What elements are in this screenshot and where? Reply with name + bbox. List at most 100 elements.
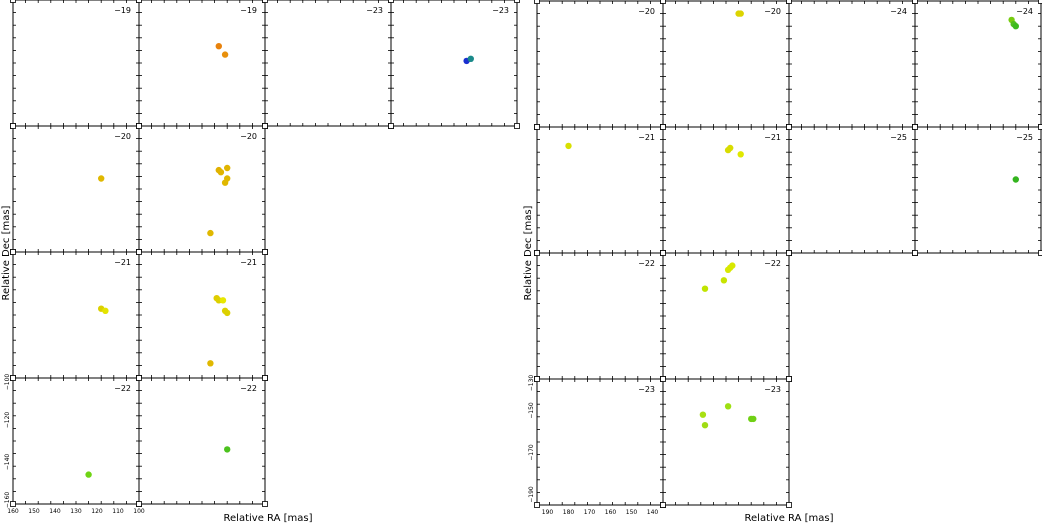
maser-spot — [207, 360, 214, 367]
right-panel-r0c2: −24 — [786, 0, 918, 130]
velocity-label: −22 — [114, 384, 131, 393]
corner-marker — [136, 375, 142, 381]
x-tick-label: 150 — [28, 508, 40, 515]
panel-frame — [788, 0, 916, 128]
corner-marker — [262, 249, 268, 255]
velocity-label: −25 — [890, 133, 907, 142]
corner-marker — [136, 123, 142, 129]
corner-marker — [1038, 250, 1042, 256]
corner-marker — [660, 502, 666, 508]
panel-frame — [536, 0, 664, 128]
corner-marker — [1038, 124, 1042, 130]
panel-frame — [12, 125, 140, 253]
right-panel-r0c1: −20 — [660, 0, 792, 130]
maser-spot — [724, 266, 732, 273]
maser-spot — [224, 164, 231, 172]
velocity-label: −24 — [1016, 7, 1033, 16]
left-panel-r0c3: −23 — [388, 0, 520, 129]
velocity-label: −20 — [638, 7, 655, 16]
velocity-label: −25 — [1016, 133, 1033, 142]
maser-spot — [701, 285, 709, 292]
corner-marker — [534, 376, 540, 382]
left-panel-r2c1: −21 — [136, 249, 268, 381]
left-panel-r1c1: −20 — [136, 123, 268, 255]
x-tick-label: 160 — [7, 508, 19, 515]
maser-spot — [207, 229, 214, 237]
y-tick-label: −130 — [528, 375, 535, 392]
panel-frame — [264, 0, 392, 127]
panel-frame — [788, 126, 916, 254]
right-panel-r2c0: −22 — [534, 250, 666, 382]
maser-spot — [85, 471, 92, 478]
velocity-label: −23 — [366, 6, 383, 15]
corner-marker — [660, 0, 666, 4]
corner-marker — [786, 0, 792, 4]
velocity-label: −19 — [114, 6, 131, 15]
corner-marker — [388, 123, 394, 129]
velocity-label: −21 — [114, 258, 131, 267]
right-panel-r3c1: −23 — [660, 376, 792, 508]
maser-spot — [737, 151, 744, 158]
corner-marker — [786, 502, 792, 508]
right-velocity-channel-grid: −20 −20 −24 −24 −21 −21 −25 −25 −22 −22 −23 −23 190 1… — [528, 0, 1042, 516]
panel-frame — [662, 126, 790, 254]
velocity-label: −23 — [638, 385, 655, 394]
corner-marker — [10, 0, 16, 3]
panel-frame — [536, 126, 664, 254]
corner-marker — [1038, 0, 1042, 4]
corner-marker — [660, 376, 666, 382]
left-panel-r2c0: −21 — [10, 249, 142, 381]
panel-frame — [914, 126, 1042, 254]
left-y-axis-title: Relative Dec [mas] — [1, 205, 12, 300]
maser-spot — [699, 411, 707, 418]
x-tick-label: 140 — [49, 508, 61, 515]
corner-marker — [912, 250, 918, 256]
corner-marker — [10, 375, 16, 381]
velocity-label: −20 — [114, 132, 131, 141]
maser-spot — [221, 179, 229, 186]
x-tick-label: 110 — [112, 508, 124, 515]
y-tick-label: −160 — [4, 492, 11, 509]
maser-spot — [467, 55, 474, 62]
corner-marker — [10, 249, 16, 255]
right-panel-r1c0: −21 — [534, 124, 666, 256]
x-tick-label: 180 — [563, 509, 575, 516]
velocity-label: −21 — [764, 133, 781, 142]
right-panel-r2c1: −22 — [660, 250, 792, 382]
maser-spot — [565, 142, 572, 150]
corner-marker — [136, 249, 142, 255]
left-panel-r0c2: −23 — [262, 0, 394, 129]
maser-spot — [217, 169, 225, 176]
y-tick-label: −170 — [528, 444, 535, 461]
maser-spot — [1012, 23, 1019, 30]
corner-marker — [786, 124, 792, 130]
x-tick-label: 170 — [584, 509, 596, 516]
panel-frame — [662, 0, 790, 128]
y-tick-label: −150 — [528, 402, 535, 419]
velocity-label: −19 — [240, 6, 257, 15]
x-tick-label: 100 — [133, 508, 145, 515]
panel-frame — [12, 377, 140, 505]
corner-marker — [262, 123, 268, 129]
corner-marker — [534, 0, 540, 4]
corner-marker — [262, 375, 268, 381]
maser-spot — [1012, 176, 1019, 183]
velocity-label: −24 — [890, 7, 907, 16]
maser-spot — [98, 175, 105, 182]
left-velocity-channel-grid: −19 −19 −23 −23 −20 −20 −21 −21 −22 −22 160 150 140 1… — [4, 0, 520, 515]
panel-frame — [12, 0, 140, 127]
panel-frame — [12, 251, 140, 379]
maser-spot — [727, 144, 734, 152]
right-panel-r1c3: −25 — [912, 124, 1042, 256]
maser-spot — [724, 403, 732, 410]
left-panel-r1c0: −20 — [10, 123, 142, 255]
right-panel-r3c0: −23 — [534, 376, 666, 508]
left-panel-r3c1: −22 — [136, 375, 268, 507]
x-tick-label: 190 — [542, 509, 554, 516]
panel-frame — [914, 0, 1042, 128]
maser-spot — [224, 446, 231, 453]
maser-spot — [729, 262, 736, 269]
x-tick-label: 120 — [91, 508, 103, 515]
maser-spot — [701, 422, 709, 429]
